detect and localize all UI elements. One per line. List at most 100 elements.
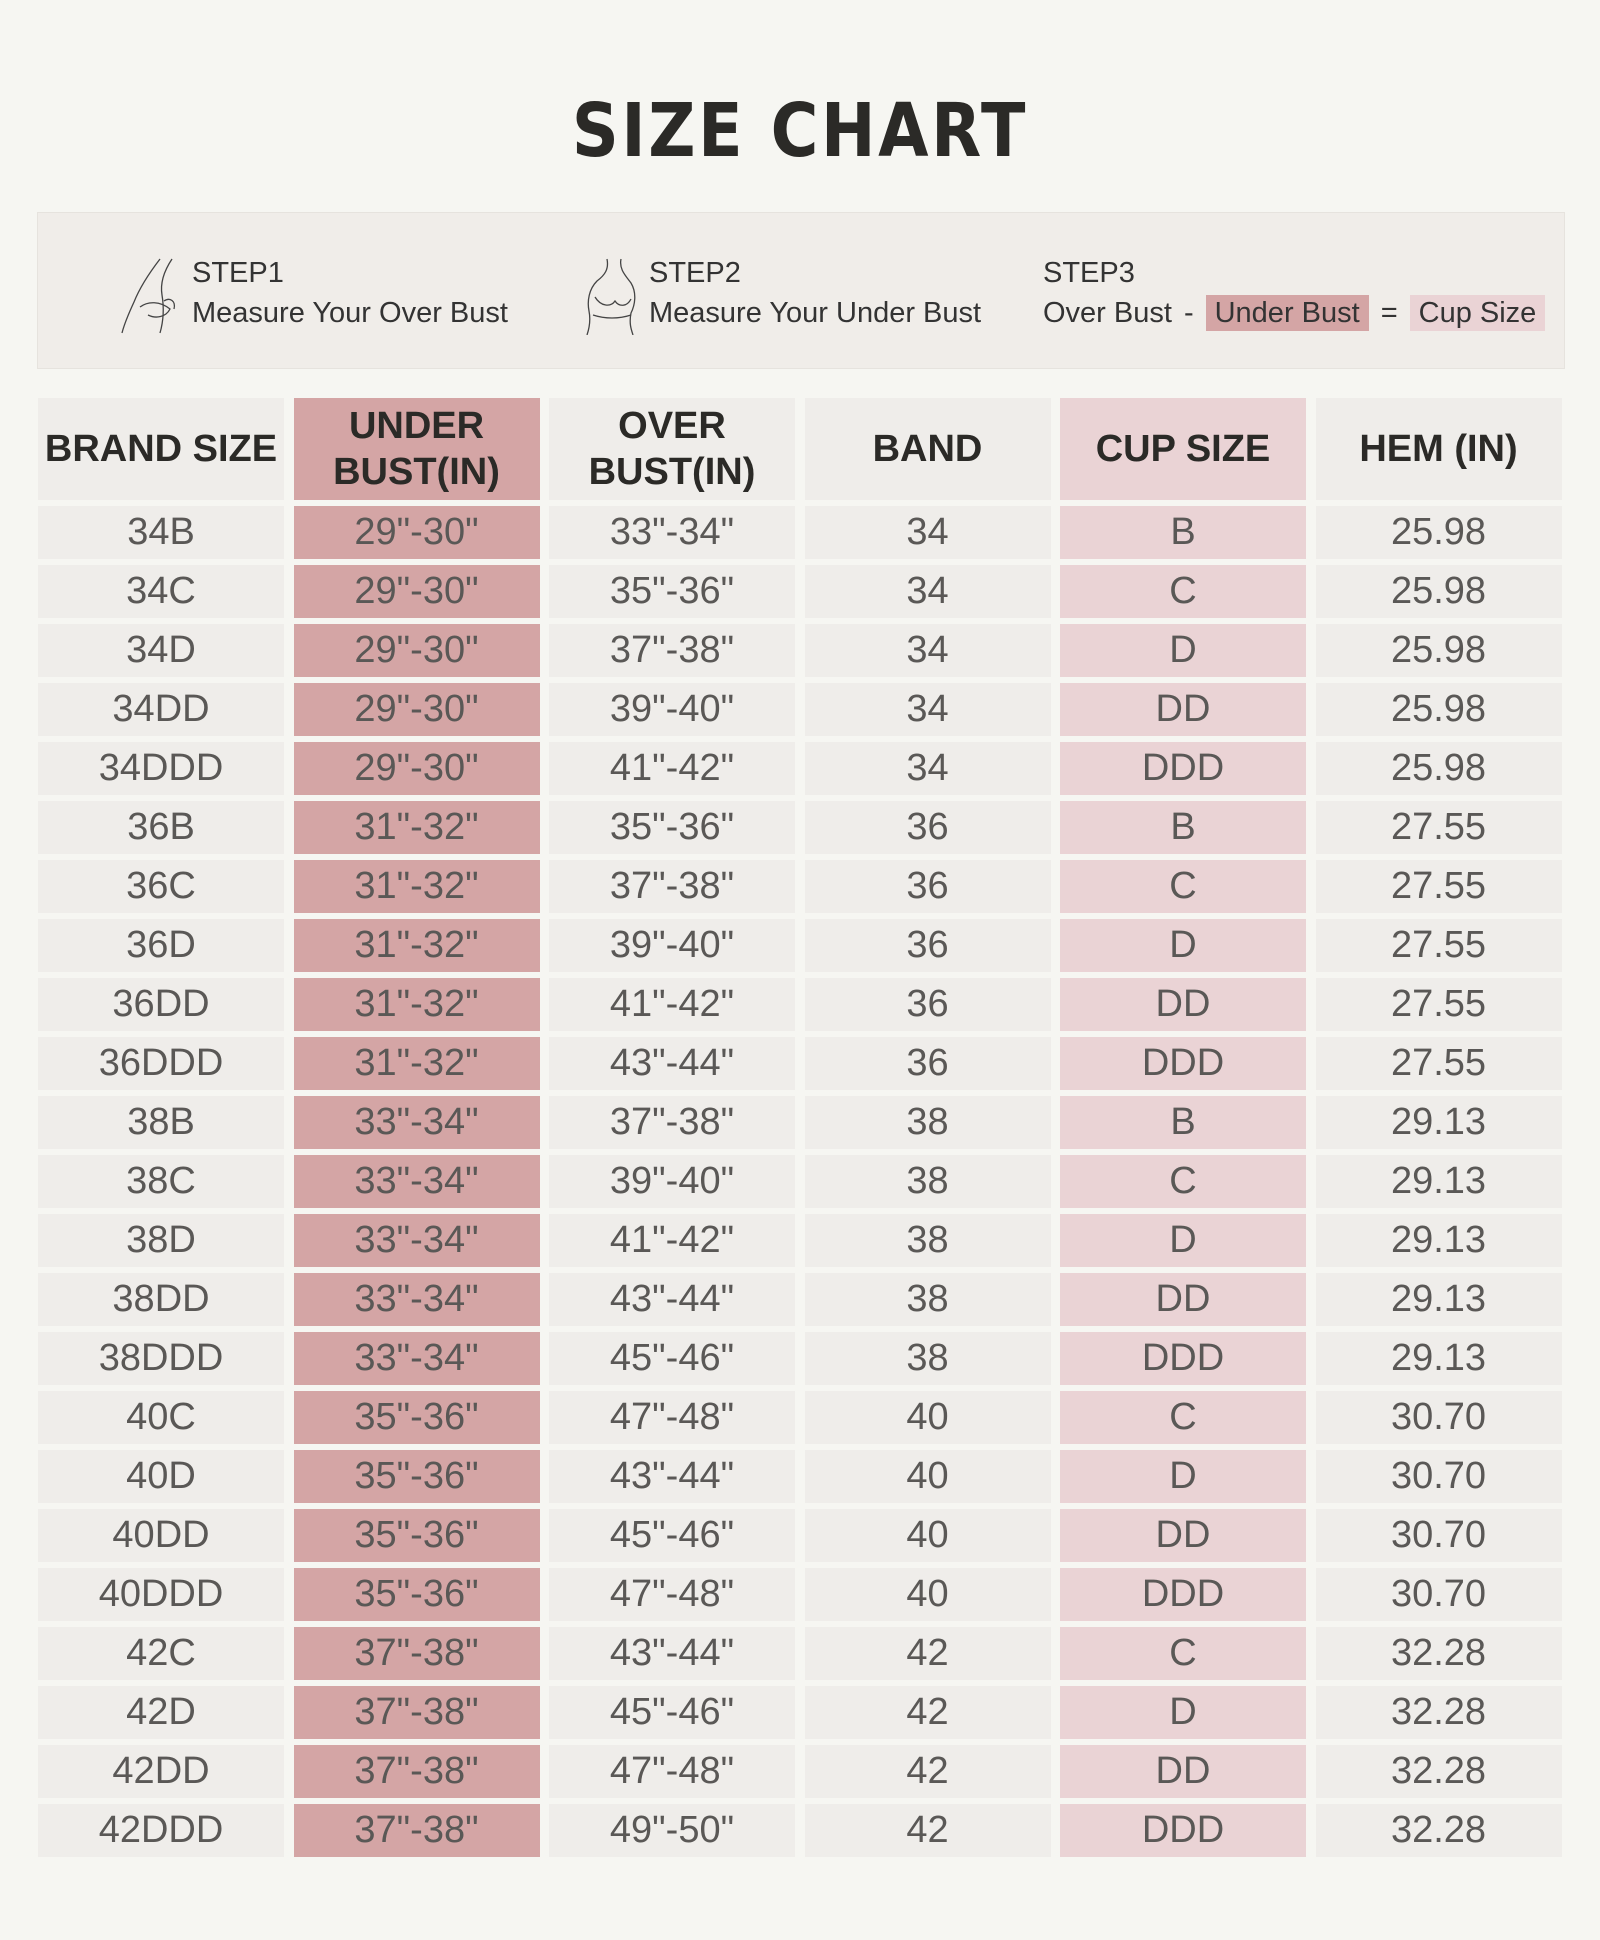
cell-under-bust: 35"-36" [293,1450,540,1503]
cell-over-bust: 35"-36" [549,801,795,854]
cell-band: 34 [804,683,1051,736]
cell-band: 34 [804,742,1051,795]
cell-under-bust: 33"-34" [293,1096,540,1149]
cell-under-bust: 37"-38" [293,1745,540,1798]
cell-over-bust: 45"-46" [549,1332,795,1385]
step-1-text: Measure Your Over Bust [192,297,508,329]
cell-brand-size: 36C [38,860,284,913]
cell-brand-size: 36DD [38,978,284,1031]
cell-under-bust: 37"-38" [293,1686,540,1739]
cell-under-bust: 29"-30" [293,624,540,677]
cell-hem: 30.70 [1315,1391,1562,1444]
formula-under-bust: Under Bust [1205,295,1369,331]
cell-under-bust: 29"-30" [293,565,540,618]
cell-brand-size: 42D [38,1686,284,1739]
cell-band: 36 [804,1037,1051,1090]
cell-band: 38 [804,1214,1051,1267]
cell-under-bust: 33"-34" [293,1273,540,1326]
cell-cup-size: D [1060,1450,1306,1503]
header-over-bust: OVER BUST(IN) [549,398,795,500]
cell-brand-size: 36D [38,919,284,972]
cell-hem: 29.13 [1315,1096,1562,1149]
cell-brand-size: 36DDD [38,1037,284,1090]
cell-brand-size: 34D [38,624,284,677]
cell-under-bust: 37"-38" [293,1627,540,1680]
cell-brand-size: 36B [38,801,284,854]
cell-hem: 27.55 [1315,801,1562,854]
cell-band: 42 [804,1804,1051,1857]
cell-cup-size: DD [1060,1745,1306,1798]
page-title: SIZE CHART [571,88,1029,174]
cell-brand-size: 40DD [38,1509,284,1562]
cell-cup-size: D [1060,624,1306,677]
cell-cup-size: DDD [1060,1332,1306,1385]
cell-over-bust: 45"-46" [549,1509,795,1562]
header-hem: HEM (IN) [1315,398,1562,500]
header-cup-size: CUP SIZE [1060,398,1306,500]
under-bust-measure-icon [586,258,636,335]
cell-brand-size: 40DDD [38,1568,284,1621]
cell-band: 34 [804,565,1051,618]
cell-brand-size: 34B [38,506,284,559]
cell-cup-size: DDD [1060,1568,1306,1621]
cell-over-bust: 39"-40" [549,919,795,972]
cell-cup-size: DDD [1060,1037,1306,1090]
cell-band: 38 [804,1155,1051,1208]
cell-under-bust: 35"-36" [293,1568,540,1621]
cell-brand-size: 38DD [38,1273,284,1326]
cell-over-bust: 43"-44" [549,1273,795,1326]
formula-equals: = [1380,297,1398,329]
header-under-bust: UNDER BUST(IN) [293,398,540,500]
cell-band: 34 [804,624,1051,677]
cell-band: 38 [804,1273,1051,1326]
cell-over-bust: 37"-38" [549,624,795,677]
cell-brand-size: 38DDD [38,1332,284,1385]
cell-hem: 29.13 [1315,1332,1562,1385]
cell-under-bust: 35"-36" [293,1391,540,1444]
cell-band: 38 [804,1096,1051,1149]
cell-cup-size: C [1060,860,1306,913]
cell-brand-size: 40C [38,1391,284,1444]
cell-under-bust: 33"-34" [293,1214,540,1267]
formula-over-bust: Over Bust [1043,297,1172,329]
step-2-text: Measure Your Under Bust [649,297,982,329]
step-2-label: STEP2 [649,257,741,289]
cell-hem: 25.98 [1315,565,1562,618]
cell-band: 36 [804,860,1051,913]
step-3-label: STEP3 [1043,257,1135,289]
cell-cup-size: B [1060,1096,1306,1149]
cell-band: 42 [804,1686,1051,1739]
cell-brand-size: 34DD [38,683,284,736]
cell-hem: 29.13 [1315,1155,1562,1208]
cell-cup-size: B [1060,801,1306,854]
cell-over-bust: 37"-38" [549,860,795,913]
cell-under-bust: 29"-30" [293,742,540,795]
cell-band: 40 [804,1509,1051,1562]
cell-over-bust: 43"-44" [549,1450,795,1503]
cell-under-bust: 31"-32" [293,801,540,854]
cell-brand-size: 38C [38,1155,284,1208]
cell-cup-size: C [1060,1627,1306,1680]
step-1: STEP1 Measure Your Over Bust [121,253,508,334]
cell-hem: 32.28 [1315,1686,1562,1739]
cell-hem: 27.55 [1315,978,1562,1031]
cell-cup-size: DD [1060,1509,1306,1562]
cell-over-bust: 41"-42" [549,742,795,795]
step-2: STEP2 Measure Your Under Bust [586,253,982,335]
cell-under-bust: 31"-32" [293,1037,540,1090]
cell-cup-size: DD [1060,683,1306,736]
cell-hem: 25.98 [1315,683,1562,736]
cell-under-bust: 33"-34" [293,1332,540,1385]
cell-cup-size: C [1060,565,1306,618]
cell-brand-size: 38B [38,1096,284,1149]
cell-hem: 30.70 [1315,1509,1562,1562]
cell-hem: 32.28 [1315,1804,1562,1857]
step-1-label: STEP1 [192,257,284,289]
cell-over-bust: 47"-48" [549,1568,795,1621]
cell-hem: 32.28 [1315,1627,1562,1680]
cell-hem: 27.55 [1315,1037,1562,1090]
cell-cup-size: DDD [1060,742,1306,795]
cell-under-bust: 29"-30" [293,683,540,736]
cell-brand-size: 42DD [38,1745,284,1798]
cell-over-bust: 47"-48" [549,1391,795,1444]
